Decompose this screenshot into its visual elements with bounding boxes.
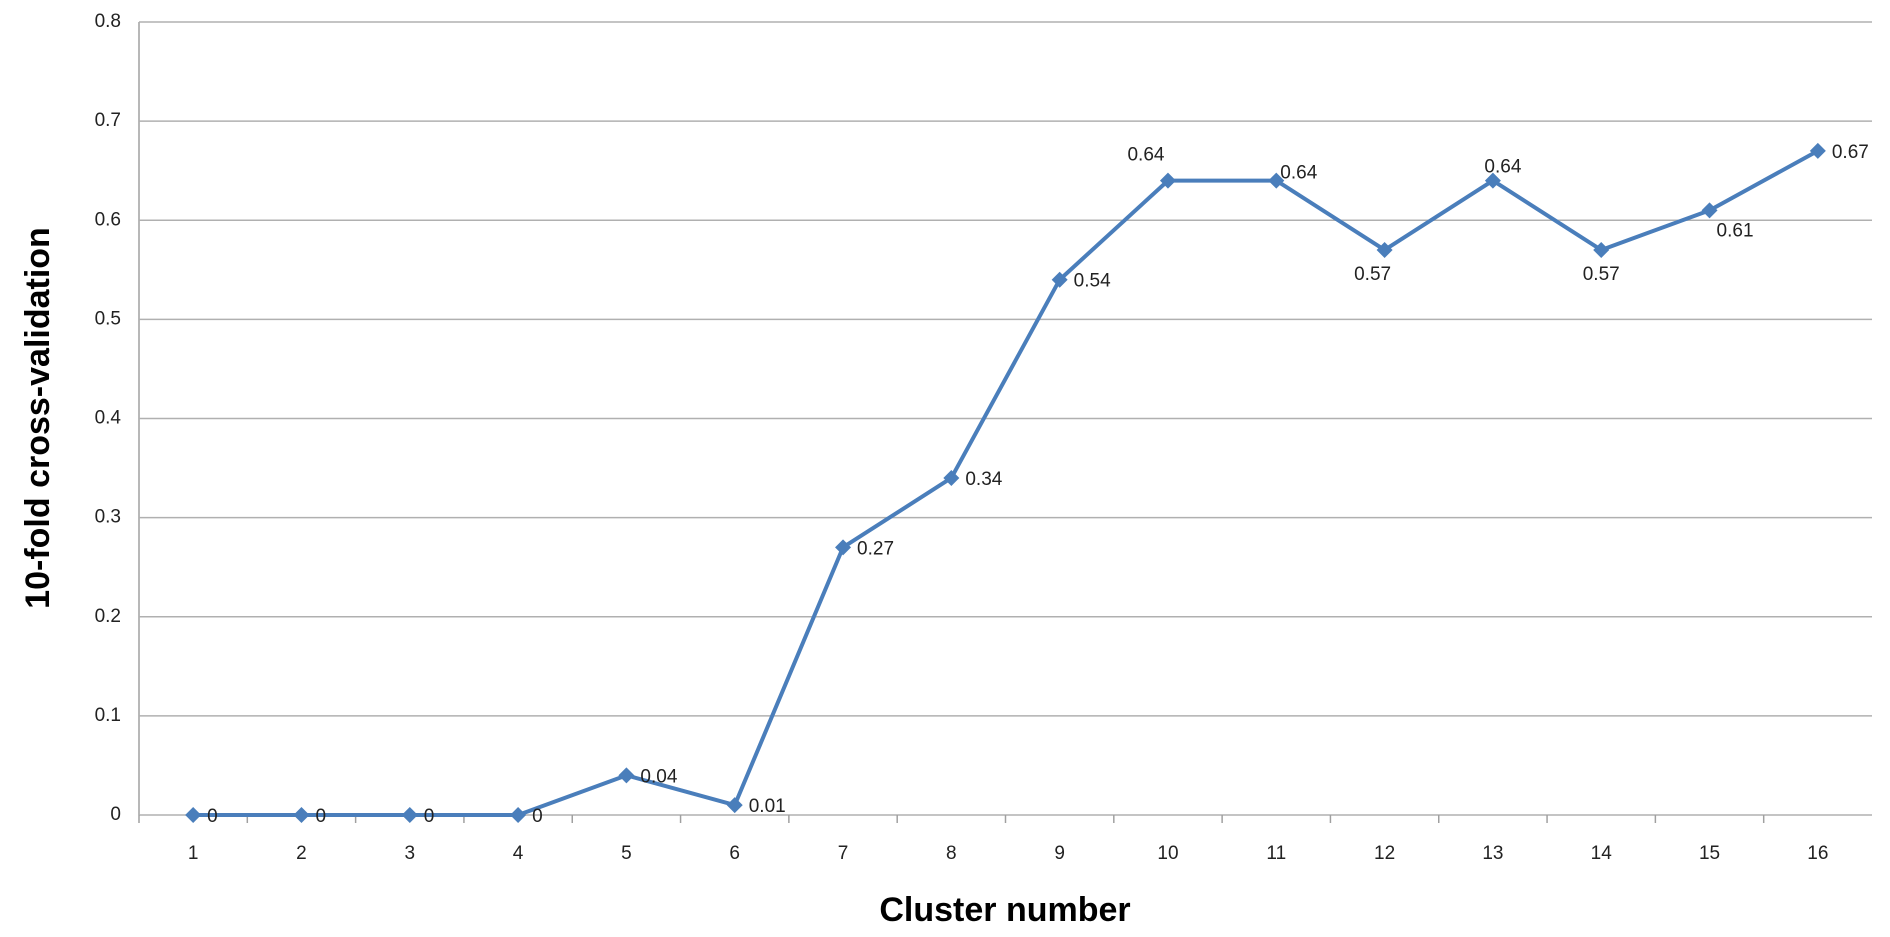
y-tick-label: 0.3 (95, 507, 121, 528)
x-axis-title: Cluster number (879, 891, 1130, 929)
marker (1268, 172, 1285, 189)
x-tick-label: 11 (1266, 843, 1286, 864)
data-label: 0.67 (1832, 142, 1869, 163)
marker (1376, 241, 1393, 258)
data-label: 0.64 (1484, 157, 1521, 178)
marker (1484, 172, 1501, 189)
data-label: 0.64 (1280, 163, 1317, 184)
data-label: 0.04 (640, 766, 677, 787)
y-tick-label: 0.1 (95, 705, 121, 726)
marker (618, 767, 635, 784)
y-tick-label: 0.2 (95, 606, 121, 627)
marker (1051, 271, 1068, 288)
data-label: 0.34 (965, 469, 1002, 490)
x-tick-label: 9 (1054, 843, 1065, 864)
x-tick-label: 2 (296, 843, 307, 864)
marker (943, 469, 960, 486)
data-label: 0 (315, 806, 326, 827)
marker (1809, 142, 1826, 159)
x-tick-label: 13 (1482, 843, 1503, 864)
x-tick-label: 4 (513, 843, 524, 864)
data-label: 0.64 (1127, 145, 1164, 166)
x-tick-label: 12 (1374, 843, 1395, 864)
y-tick-label: 0 (110, 804, 121, 825)
marker (185, 807, 202, 823)
y-tick-label: 0.6 (95, 209, 121, 230)
data-label: 0 (424, 806, 435, 827)
x-tick-label: 3 (404, 843, 415, 864)
y-tick-label: 0.8 (95, 11, 121, 32)
x-tick-label: 7 (838, 843, 849, 864)
data-label: 0.27 (857, 538, 894, 559)
data-label: 0.57 (1354, 264, 1391, 285)
y-tick-label: 0.5 (95, 308, 121, 329)
marker (726, 797, 743, 814)
data-label: 0 (532, 806, 543, 827)
marker (293, 807, 310, 823)
marker (835, 539, 852, 556)
marker (1701, 202, 1718, 219)
line (193, 149, 1819, 817)
y-tick-label: 0.4 (95, 408, 122, 429)
data-label: 0.01 (749, 796, 786, 817)
data-label: 0.61 (1717, 220, 1754, 241)
marker (401, 807, 418, 823)
marker (510, 807, 527, 823)
x-tick-label: 16 (1807, 843, 1828, 864)
data-label: 0.54 (1074, 271, 1111, 292)
x-tick-label: 8 (946, 843, 957, 864)
x-tick-label: 15 (1699, 843, 1720, 864)
x-tick-label: 14 (1591, 843, 1613, 864)
x-tick-label: 10 (1157, 843, 1178, 864)
marker (1159, 172, 1176, 189)
x-tick-label: 5 (621, 843, 632, 864)
data-label: 0.57 (1583, 264, 1620, 285)
x-tick-label: 6 (729, 843, 740, 864)
y-axis-title: 10-fold cross-validation (19, 227, 57, 609)
marker (1593, 241, 1610, 258)
x-tick-label: 1 (188, 843, 199, 864)
data-label: 0 (207, 806, 218, 827)
y-tick-label: 0.7 (95, 110, 121, 131)
